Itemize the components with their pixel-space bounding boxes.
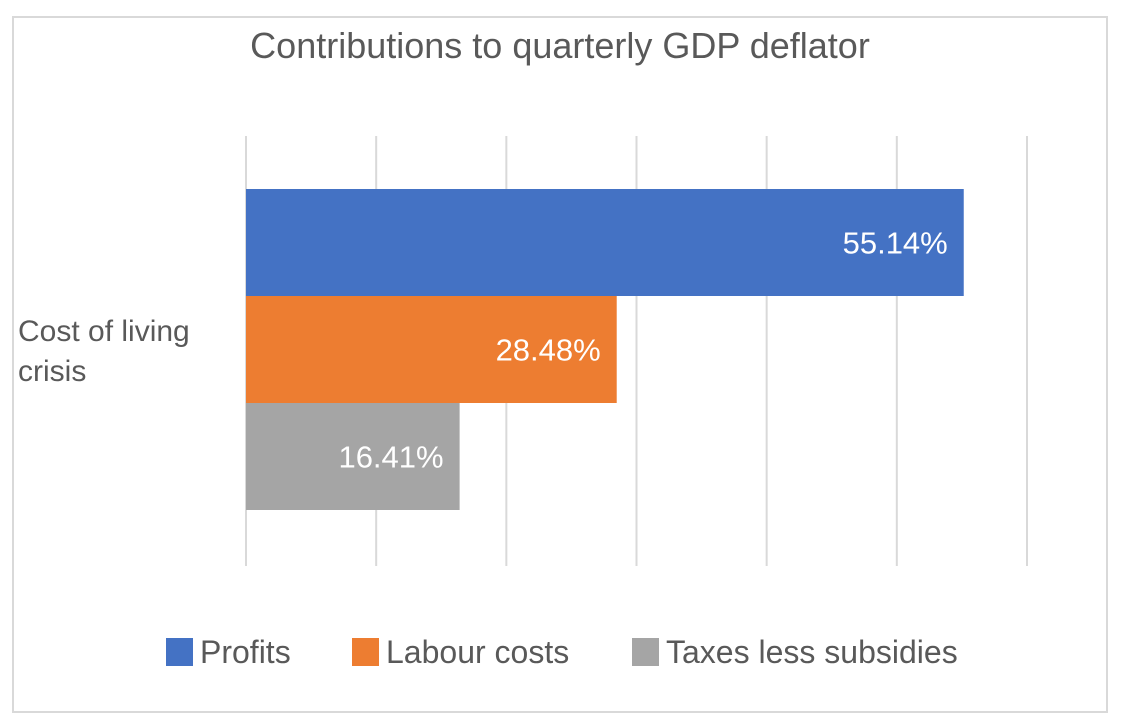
- bar-taxes-less-subsidies: [246, 403, 460, 510]
- legend-label: Profits: [200, 634, 291, 670]
- legend-swatch: [166, 638, 193, 666]
- legend: Profits Labour costs Taxes less subsidies: [166, 634, 958, 670]
- data-label: 28.48%: [496, 333, 601, 368]
- legend-swatch: [352, 638, 379, 666]
- category-labels: Cost of living crisis: [18, 315, 190, 388]
- category-label-line-1: Cost of living: [18, 315, 190, 348]
- category-label-line-2: crisis: [18, 355, 86, 388]
- legend-label: Labour costs: [386, 634, 569, 670]
- bars: 55.14% 28.48% 16.41%: [246, 189, 964, 510]
- legend-swatch: [632, 638, 659, 666]
- data-label: 16.41%: [338, 440, 443, 475]
- chart-title: Contributions to quarterly GDP deflator: [250, 25, 870, 66]
- legend-label: Taxes less subsidies: [666, 634, 958, 670]
- bar-labour-costs: [246, 296, 617, 403]
- bar-profits: [246, 189, 964, 296]
- data-label: 55.14%: [843, 226, 948, 261]
